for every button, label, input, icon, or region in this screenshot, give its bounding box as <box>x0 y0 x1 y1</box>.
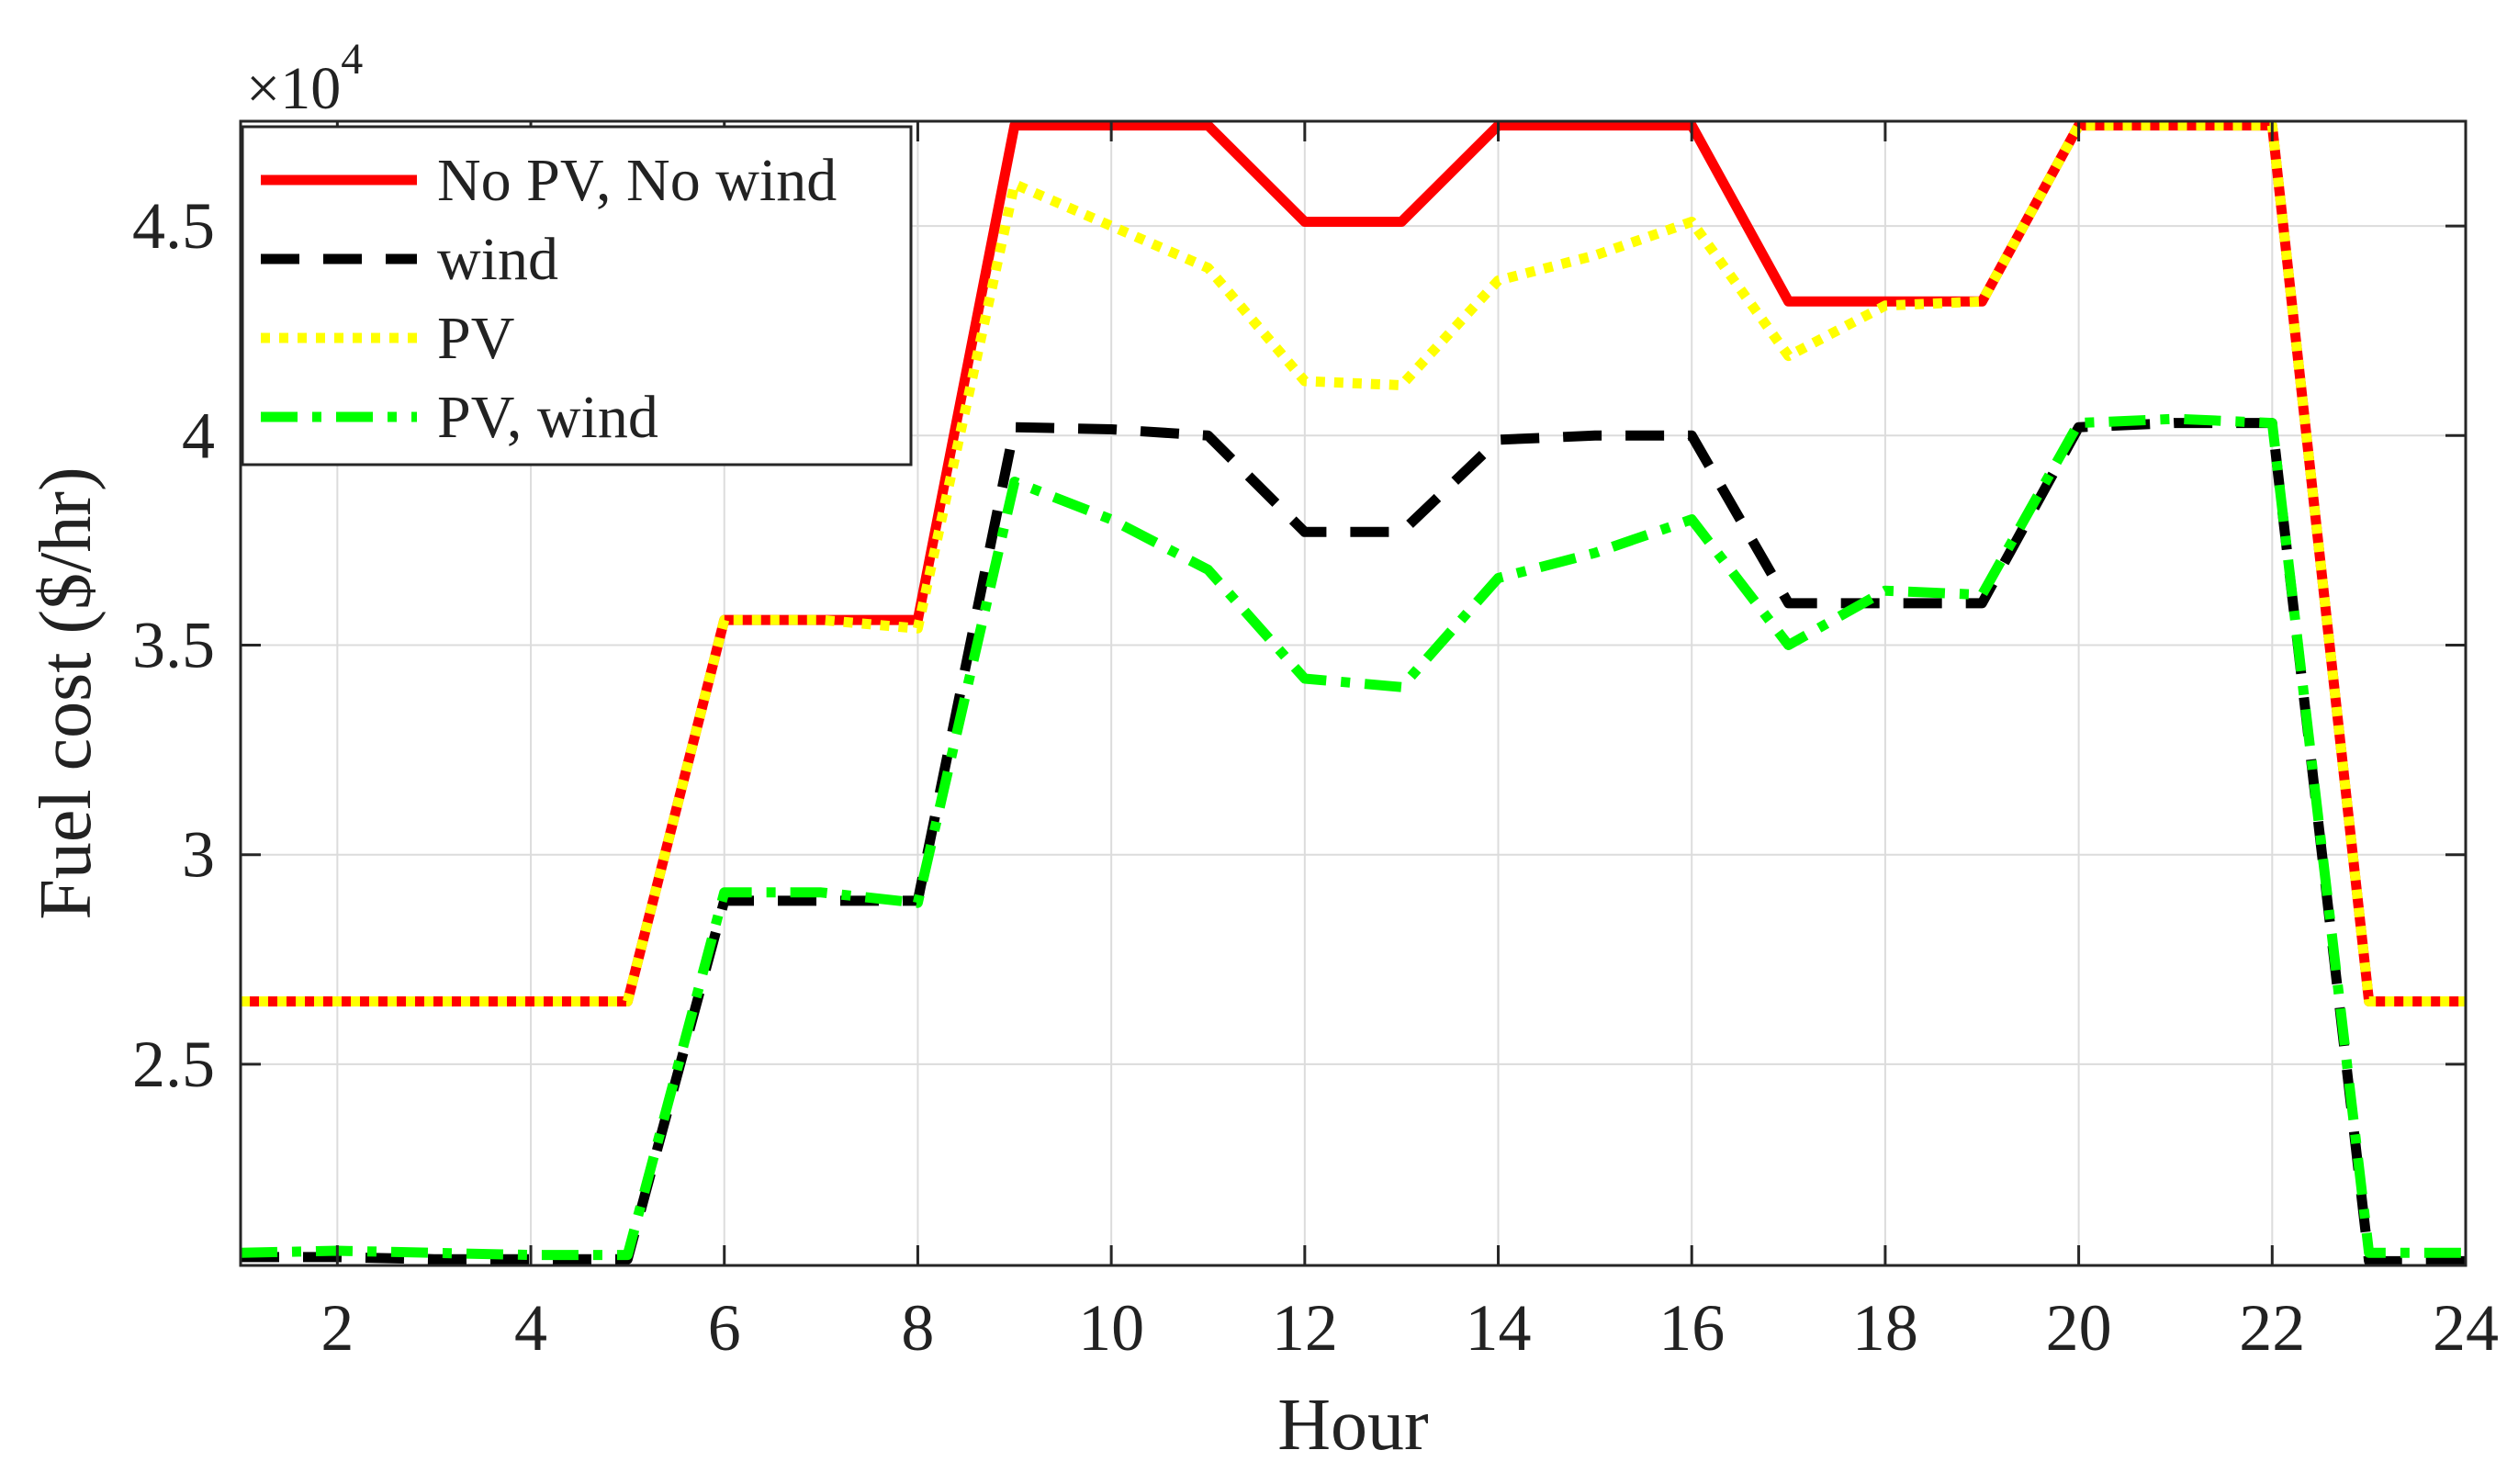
y-multiplier-label: ×104 <box>246 35 363 122</box>
x-tick-label: 22 <box>2239 1291 2305 1365</box>
y-tick-label: 3.5 <box>132 609 215 682</box>
x-tick-label: 14 <box>1466 1291 1532 1365</box>
series-line-wind <box>241 418 2466 1266</box>
legend-label: PV, wind <box>437 384 658 451</box>
y-axis-title: Fuel cost ($/hr) <box>26 467 107 919</box>
legend-label: wind <box>437 226 558 293</box>
x-tick-label: 10 <box>1078 1291 1144 1365</box>
legend-items: No PV, No wind wind PV PV, wind <box>261 147 837 451</box>
series-line-pv <box>241 120 2466 1006</box>
x-tick-label: 2 <box>320 1291 354 1365</box>
axes-frame <box>239 119 2468 1267</box>
x-tick-label: 8 <box>901 1291 934 1365</box>
legend-label: No PV, No wind <box>437 147 837 214</box>
x-tick-label: 12 <box>1272 1291 1338 1365</box>
legend-label: PV <box>437 305 514 372</box>
axis-ticks <box>241 121 2468 1265</box>
y-tick-label: 4 <box>182 399 215 472</box>
y-tick-label: 4.5 <box>132 189 215 263</box>
y-tick-label: 2.5 <box>132 1028 215 1101</box>
x-tick-label: 20 <box>2046 1291 2112 1365</box>
legend: No PV, No wind wind PV PV, wind <box>241 125 913 467</box>
y-multiplier-exponent: 4 <box>341 35 363 84</box>
x-tick-label: 4 <box>514 1291 547 1365</box>
tick-labels: 2 4 6 8 10 12 14 16 18 20 22 242.533.544.5 <box>132 189 2499 1365</box>
x-tick-label: 24 <box>2433 1291 2499 1365</box>
series-lines <box>240 120 2466 1266</box>
y-multiplier-base: ×10 <box>246 55 341 122</box>
y-tick-label: 3 <box>182 818 215 892</box>
x-tick-label: 16 <box>1658 1291 1725 1365</box>
x-tick-label: 18 <box>1852 1291 1918 1365</box>
x-axis-title: Hour <box>1277 1385 1428 1466</box>
x-tick-label: 6 <box>708 1291 741 1365</box>
